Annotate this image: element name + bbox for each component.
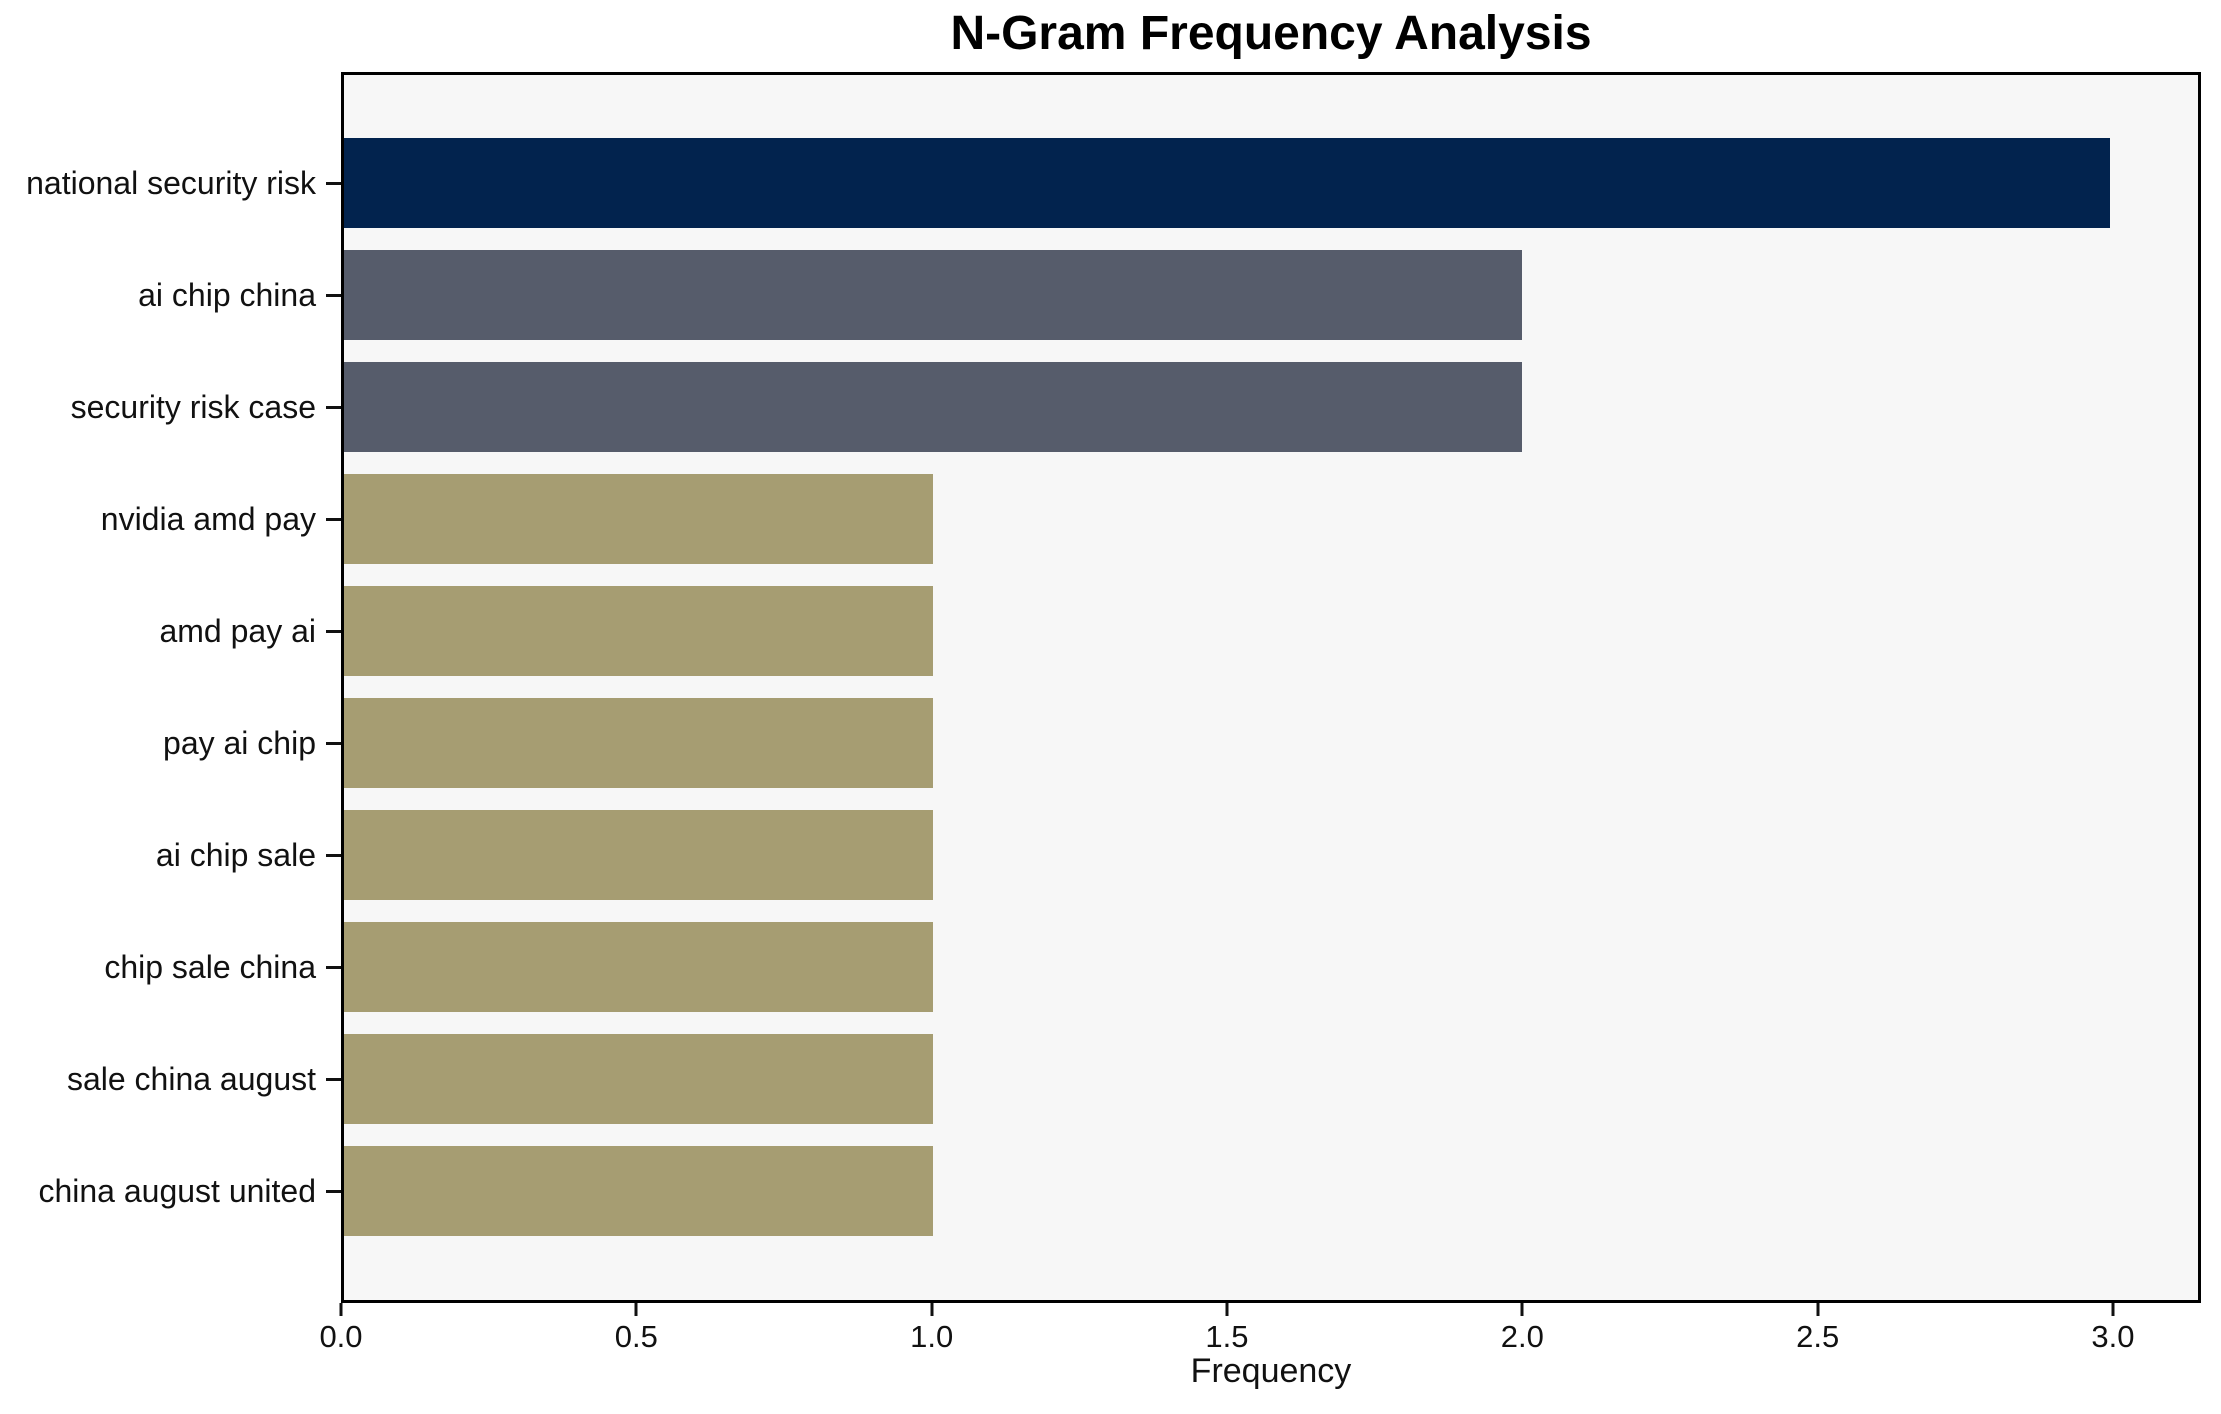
- y-tick-mark: [326, 517, 341, 521]
- y-tick-label: security risk case: [70, 388, 316, 425]
- bar-nvidia-amd-pay: [344, 474, 933, 564]
- bar-sale-china-august: [344, 1034, 933, 1124]
- y-tick-mark: [326, 741, 341, 745]
- y-axis: national security risk ai chip china secur…: [0, 72, 341, 1303]
- y-tick-mark: [326, 1189, 341, 1193]
- y-tick-label: national security risk: [26, 164, 316, 201]
- y-row: amd pay ai: [0, 575, 341, 687]
- x-tick-mark: [930, 1303, 934, 1316]
- bar-amd-pay-ai: [344, 586, 933, 676]
- y-tick-label: china august united: [38, 1172, 316, 1209]
- bar-row: [344, 127, 2198, 239]
- x-tick-label: 2.0: [1500, 1319, 1544, 1354]
- bar-ai-chip-sale: [344, 810, 933, 900]
- plot-area: [341, 72, 2201, 1303]
- x-tick-label: 1.5: [1205, 1319, 1249, 1354]
- y-tick-mark: [326, 293, 341, 297]
- y-tick-mark: [326, 405, 341, 409]
- y-row: national security risk: [0, 127, 341, 239]
- bar-pay-ai-chip: [344, 698, 933, 788]
- y-row: nvidia amd pay: [0, 463, 341, 575]
- y-tick-mark: [326, 965, 341, 969]
- y-tick-label: pay ai chip: [163, 724, 316, 761]
- bar-chip-sale-china: [344, 922, 933, 1012]
- y-row: ai chip sale: [0, 799, 341, 911]
- bar-row: [344, 463, 2198, 575]
- bar-china-august-united: [344, 1146, 933, 1236]
- y-tick-mark: [326, 181, 341, 185]
- x-tick-label: 3.0: [2091, 1319, 2135, 1354]
- y-tick-mark: [326, 629, 341, 633]
- bar-row: [344, 239, 2198, 351]
- y-row: chip sale china: [0, 911, 341, 1023]
- x-tick-mark: [339, 1303, 343, 1316]
- y-tick-label: sale china august: [66, 1060, 316, 1097]
- bars-container: [344, 75, 2198, 1300]
- y-row: pay ai chip: [0, 687, 341, 799]
- y-tick-label: chip sale china: [104, 948, 316, 985]
- x-axis: 0.0 0.5 1.0 1.5 2.0 2.5 3.0: [319, 1303, 2201, 1363]
- y-tick-label: ai chip china: [138, 276, 316, 313]
- bar-security-risk-case: [344, 362, 1522, 452]
- bar-row: [344, 351, 2198, 463]
- x-tick-label: 1.0: [910, 1319, 954, 1354]
- x-axis-title: Frequency: [1190, 1352, 1352, 1390]
- bar-row: [344, 911, 2198, 1023]
- y-tick-mark: [326, 853, 341, 857]
- bar-row: [344, 575, 2198, 687]
- bar-row: [344, 799, 2198, 911]
- bar-national-security-risk: [344, 138, 2111, 228]
- bar-row: [344, 1023, 2198, 1135]
- y-tick-label: amd pay ai: [159, 612, 316, 649]
- chart-title: N-Gram Frequency Analysis: [950, 7, 1592, 60]
- x-tick-mark: [1225, 1303, 1229, 1316]
- y-row: china august united: [0, 1135, 341, 1247]
- bar-row: [344, 687, 2198, 799]
- x-tick-label: 2.5: [1796, 1319, 1840, 1354]
- x-tick-mark: [2111, 1303, 2115, 1316]
- y-tick-mark: [326, 1077, 341, 1081]
- bar-ai-chip-china: [344, 250, 1522, 340]
- x-tick-mark: [1520, 1303, 1524, 1316]
- x-tick-label: 0.5: [614, 1319, 658, 1354]
- bar-row: [344, 1135, 2198, 1247]
- y-row: security risk case: [0, 351, 341, 463]
- y-row: ai chip china: [0, 239, 341, 351]
- y-row: sale china august: [0, 1023, 341, 1135]
- y-tick-label: ai chip sale: [155, 836, 316, 873]
- x-tick-label: 0.0: [319, 1319, 363, 1354]
- x-tick-mark: [1816, 1303, 1820, 1316]
- y-tick-label: nvidia amd pay: [100, 500, 316, 537]
- x-tick-mark: [634, 1303, 638, 1316]
